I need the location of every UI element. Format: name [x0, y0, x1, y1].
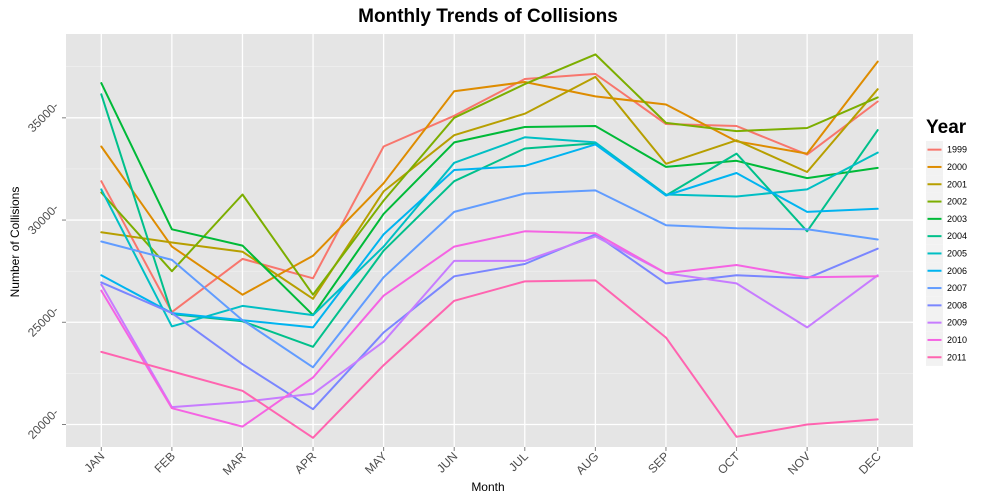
legend-item-2004: 2004 — [926, 227, 967, 245]
x-tick-label: DEC — [856, 449, 884, 477]
legend-label: 2004 — [947, 231, 967, 241]
y-tick-label: 25000- — [25, 303, 61, 339]
legend-label: 2003 — [947, 214, 967, 224]
legend-item-2008: 2008 — [926, 296, 967, 314]
legend-label: 2001 — [947, 179, 967, 189]
legend-item-2000: 2000 — [926, 158, 967, 176]
x-tick-label: JUL — [506, 449, 531, 474]
series-line-2002 — [100, 53, 879, 296]
series-lines — [100, 53, 879, 439]
legend-item-2005: 2005 — [926, 244, 967, 263]
y-axis-title: Number of Collisions — [8, 187, 22, 298]
legend-label: 1999 — [947, 145, 967, 155]
legend-item-2003: 2003 — [926, 210, 967, 228]
x-tick-label: FEB — [152, 449, 178, 475]
series-line-2003 — [100, 82, 879, 317]
legend: Year 1999 2000 2001 2002 2003 2004 2005 2006 200… — [926, 117, 967, 366]
series-line-2006 — [100, 143, 879, 329]
series-line-2010 — [100, 230, 879, 428]
y-tick-label: 35000- — [25, 99, 61, 135]
x-tick-label: MAY — [362, 449, 390, 477]
x-tick-label: AUG — [573, 449, 601, 477]
legend-title: Year — [926, 117, 967, 138]
series-line-2008 — [100, 233, 879, 411]
series-line-2009 — [100, 235, 879, 409]
chart-title: Monthly Trends of Collisions — [358, 6, 618, 27]
series-line-2000 — [100, 60, 879, 296]
series-line-2004 — [100, 93, 879, 348]
x-axis-ticks: JAN FEB MAR APR MAY JUN JUL AUG SEP OCT NOV DEC — [81, 447, 884, 478]
y-axis-ticks: 20000- 25000- 30000- 35000- — [25, 99, 66, 442]
legend-item-2009: 2009 — [926, 314, 967, 332]
legend-label: 2008 — [947, 300, 967, 310]
legend-label: 2009 — [947, 318, 967, 328]
legend-item-2001: 2001 — [926, 175, 967, 193]
series-line-2001 — [100, 75, 879, 300]
legend-label: 2000 — [947, 162, 967, 172]
x-tick-label: MAR — [220, 449, 249, 478]
legend-label: 2010 — [947, 335, 967, 345]
legend-item-2011: 2011 — [926, 348, 966, 366]
series-line-2007 — [100, 189, 879, 369]
plot-background — [66, 34, 913, 447]
legend-item-2007: 2007 — [926, 279, 967, 297]
series-line-2011 — [100, 279, 879, 439]
legend-item-1999: 1999 — [926, 141, 967, 159]
legend-item-2010: 2010 — [926, 331, 967, 349]
legend-label: 2002 — [947, 197, 967, 207]
legend-label: 2007 — [947, 283, 967, 293]
legend-items: 1999 2000 2001 2002 2003 2004 2005 2006 2007 2008… — [926, 141, 967, 366]
x-tick-label: JAN — [81, 449, 107, 475]
y-tick-label: 20000- — [25, 406, 61, 442]
legend-item-2002: 2002 — [926, 192, 967, 211]
legend-label: 2006 — [947, 266, 967, 276]
y-tick-label: 30000- — [25, 201, 61, 237]
legend-label: 2005 — [947, 248, 967, 258]
x-axis-title: Month — [471, 480, 504, 494]
x-tick-label: JUN — [434, 449, 460, 475]
x-tick-label: SEP — [645, 449, 672, 476]
legend-item-2006: 2006 — [926, 262, 967, 280]
x-tick-label: NOV — [785, 449, 813, 477]
x-tick-label: OCT — [715, 449, 743, 477]
major-gridlines — [66, 34, 913, 447]
legend-label: 2011 — [947, 352, 966, 362]
x-tick-label: APR — [292, 449, 320, 477]
